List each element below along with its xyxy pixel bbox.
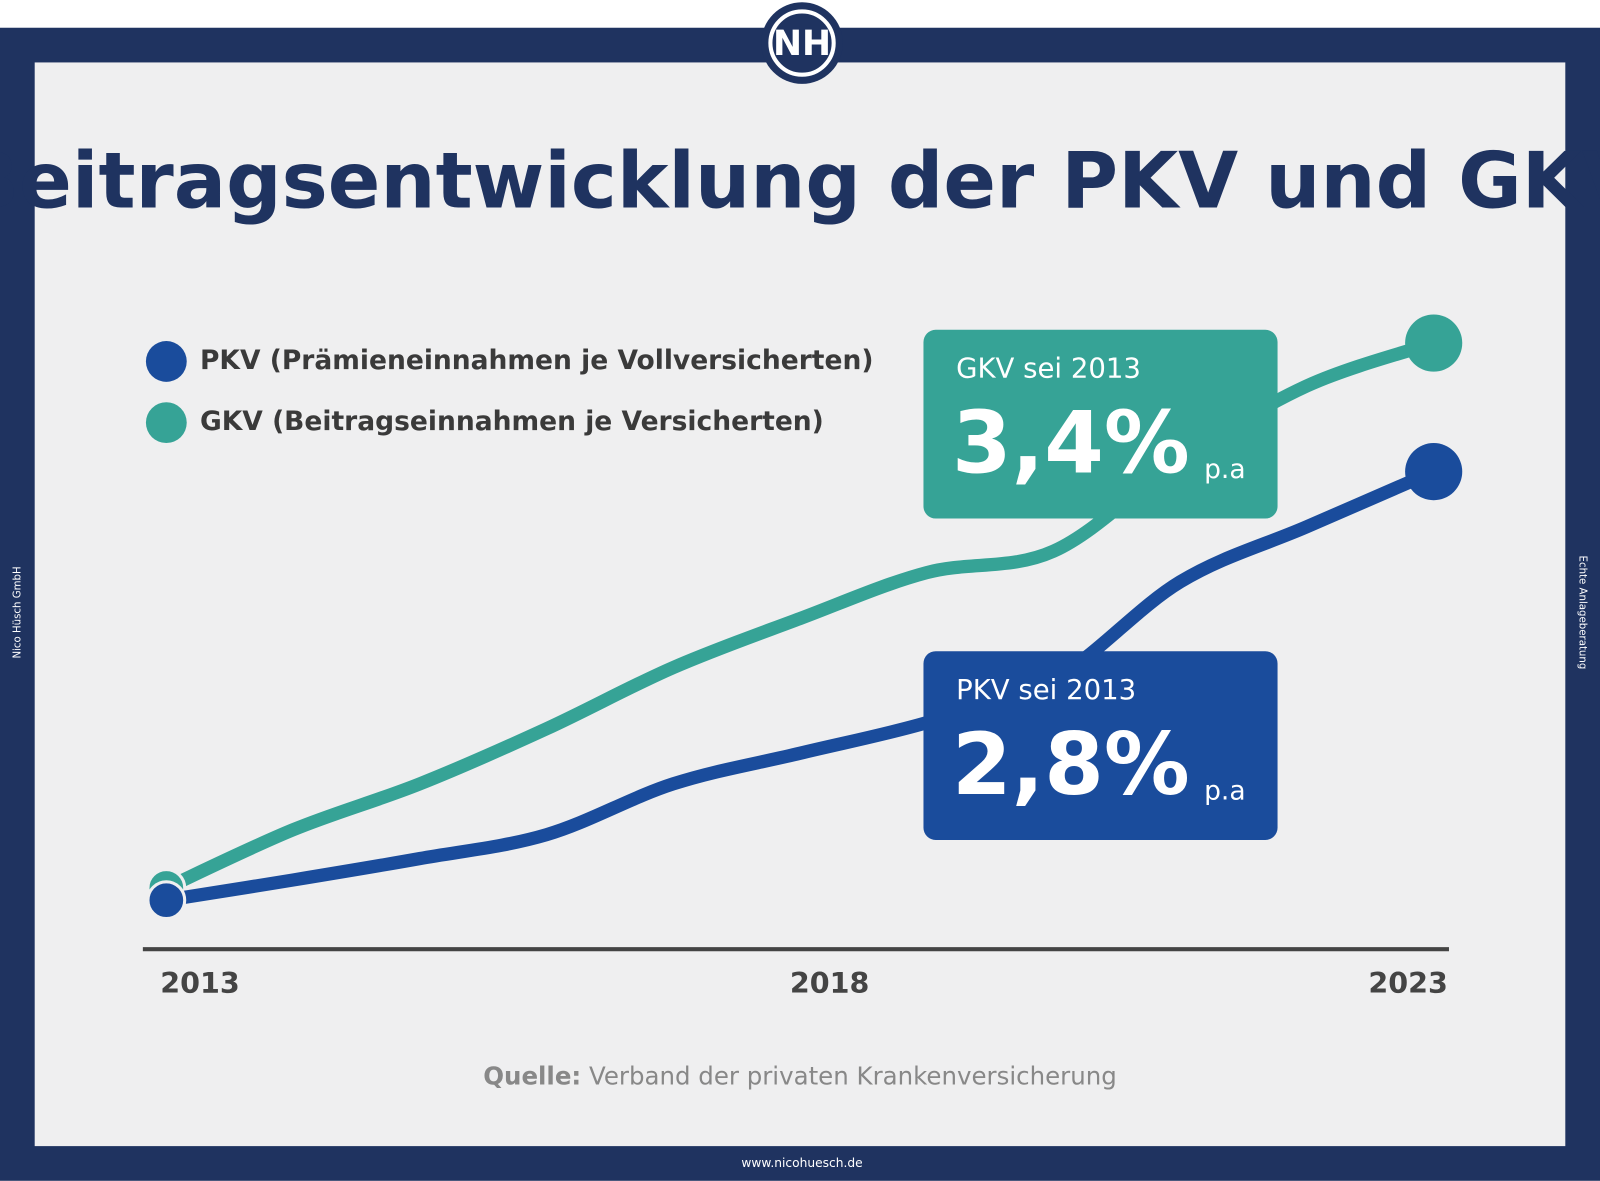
end-point	[1405, 443, 1463, 501]
logo: NH	[773, 24, 831, 64]
footer: www.nicohuesch.de	[741, 1156, 862, 1170]
end-point	[146, 880, 187, 921]
legend-marker	[145, 341, 187, 382]
source: Quelle: Verband der privaten Krankenvers…	[483, 1062, 1117, 1091]
annotation-unit: p.a	[1204, 776, 1246, 807]
logo-badge	[761, 2, 843, 84]
legend-marker	[145, 402, 187, 444]
legend-label: GKV (Beitragseinnahmen je Versicherten)	[200, 406, 824, 437]
side-text: Echte Anlageberatung	[1577, 556, 1588, 670]
annotation-value: 2,8%	[952, 715, 1190, 815]
series-line	[159, 464, 1441, 907]
legend-label: PKV (Prämieneinnahmen je Vollversicherte…	[200, 345, 873, 376]
panel	[34, 62, 1566, 1147]
chart-title: Beitragsentwicklung der PKV und GKV	[0, 136, 1600, 226]
source-label: Quelle:	[483, 1062, 581, 1091]
end-point	[1405, 314, 1463, 372]
annotation-title: PKV sei 2013	[956, 674, 1136, 706]
x-tick-label: 2013	[160, 966, 240, 1000]
source-text: Verband der privaten Krankenversicherung	[589, 1062, 1117, 1091]
side-text: Nico Hüsch GmbH	[12, 566, 23, 658]
logo-ring	[768, 9, 836, 77]
x-tick-label: 2023	[1368, 966, 1448, 1000]
annotation-title: GKV sei 2013	[956, 353, 1141, 385]
x-tick-label: 2018	[790, 966, 870, 1000]
annotation-value: 3,4%	[952, 394, 1190, 494]
annotation-box	[923, 651, 1278, 840]
annotation-box	[923, 329, 1278, 519]
annotation-unit: p.a	[1204, 454, 1246, 485]
